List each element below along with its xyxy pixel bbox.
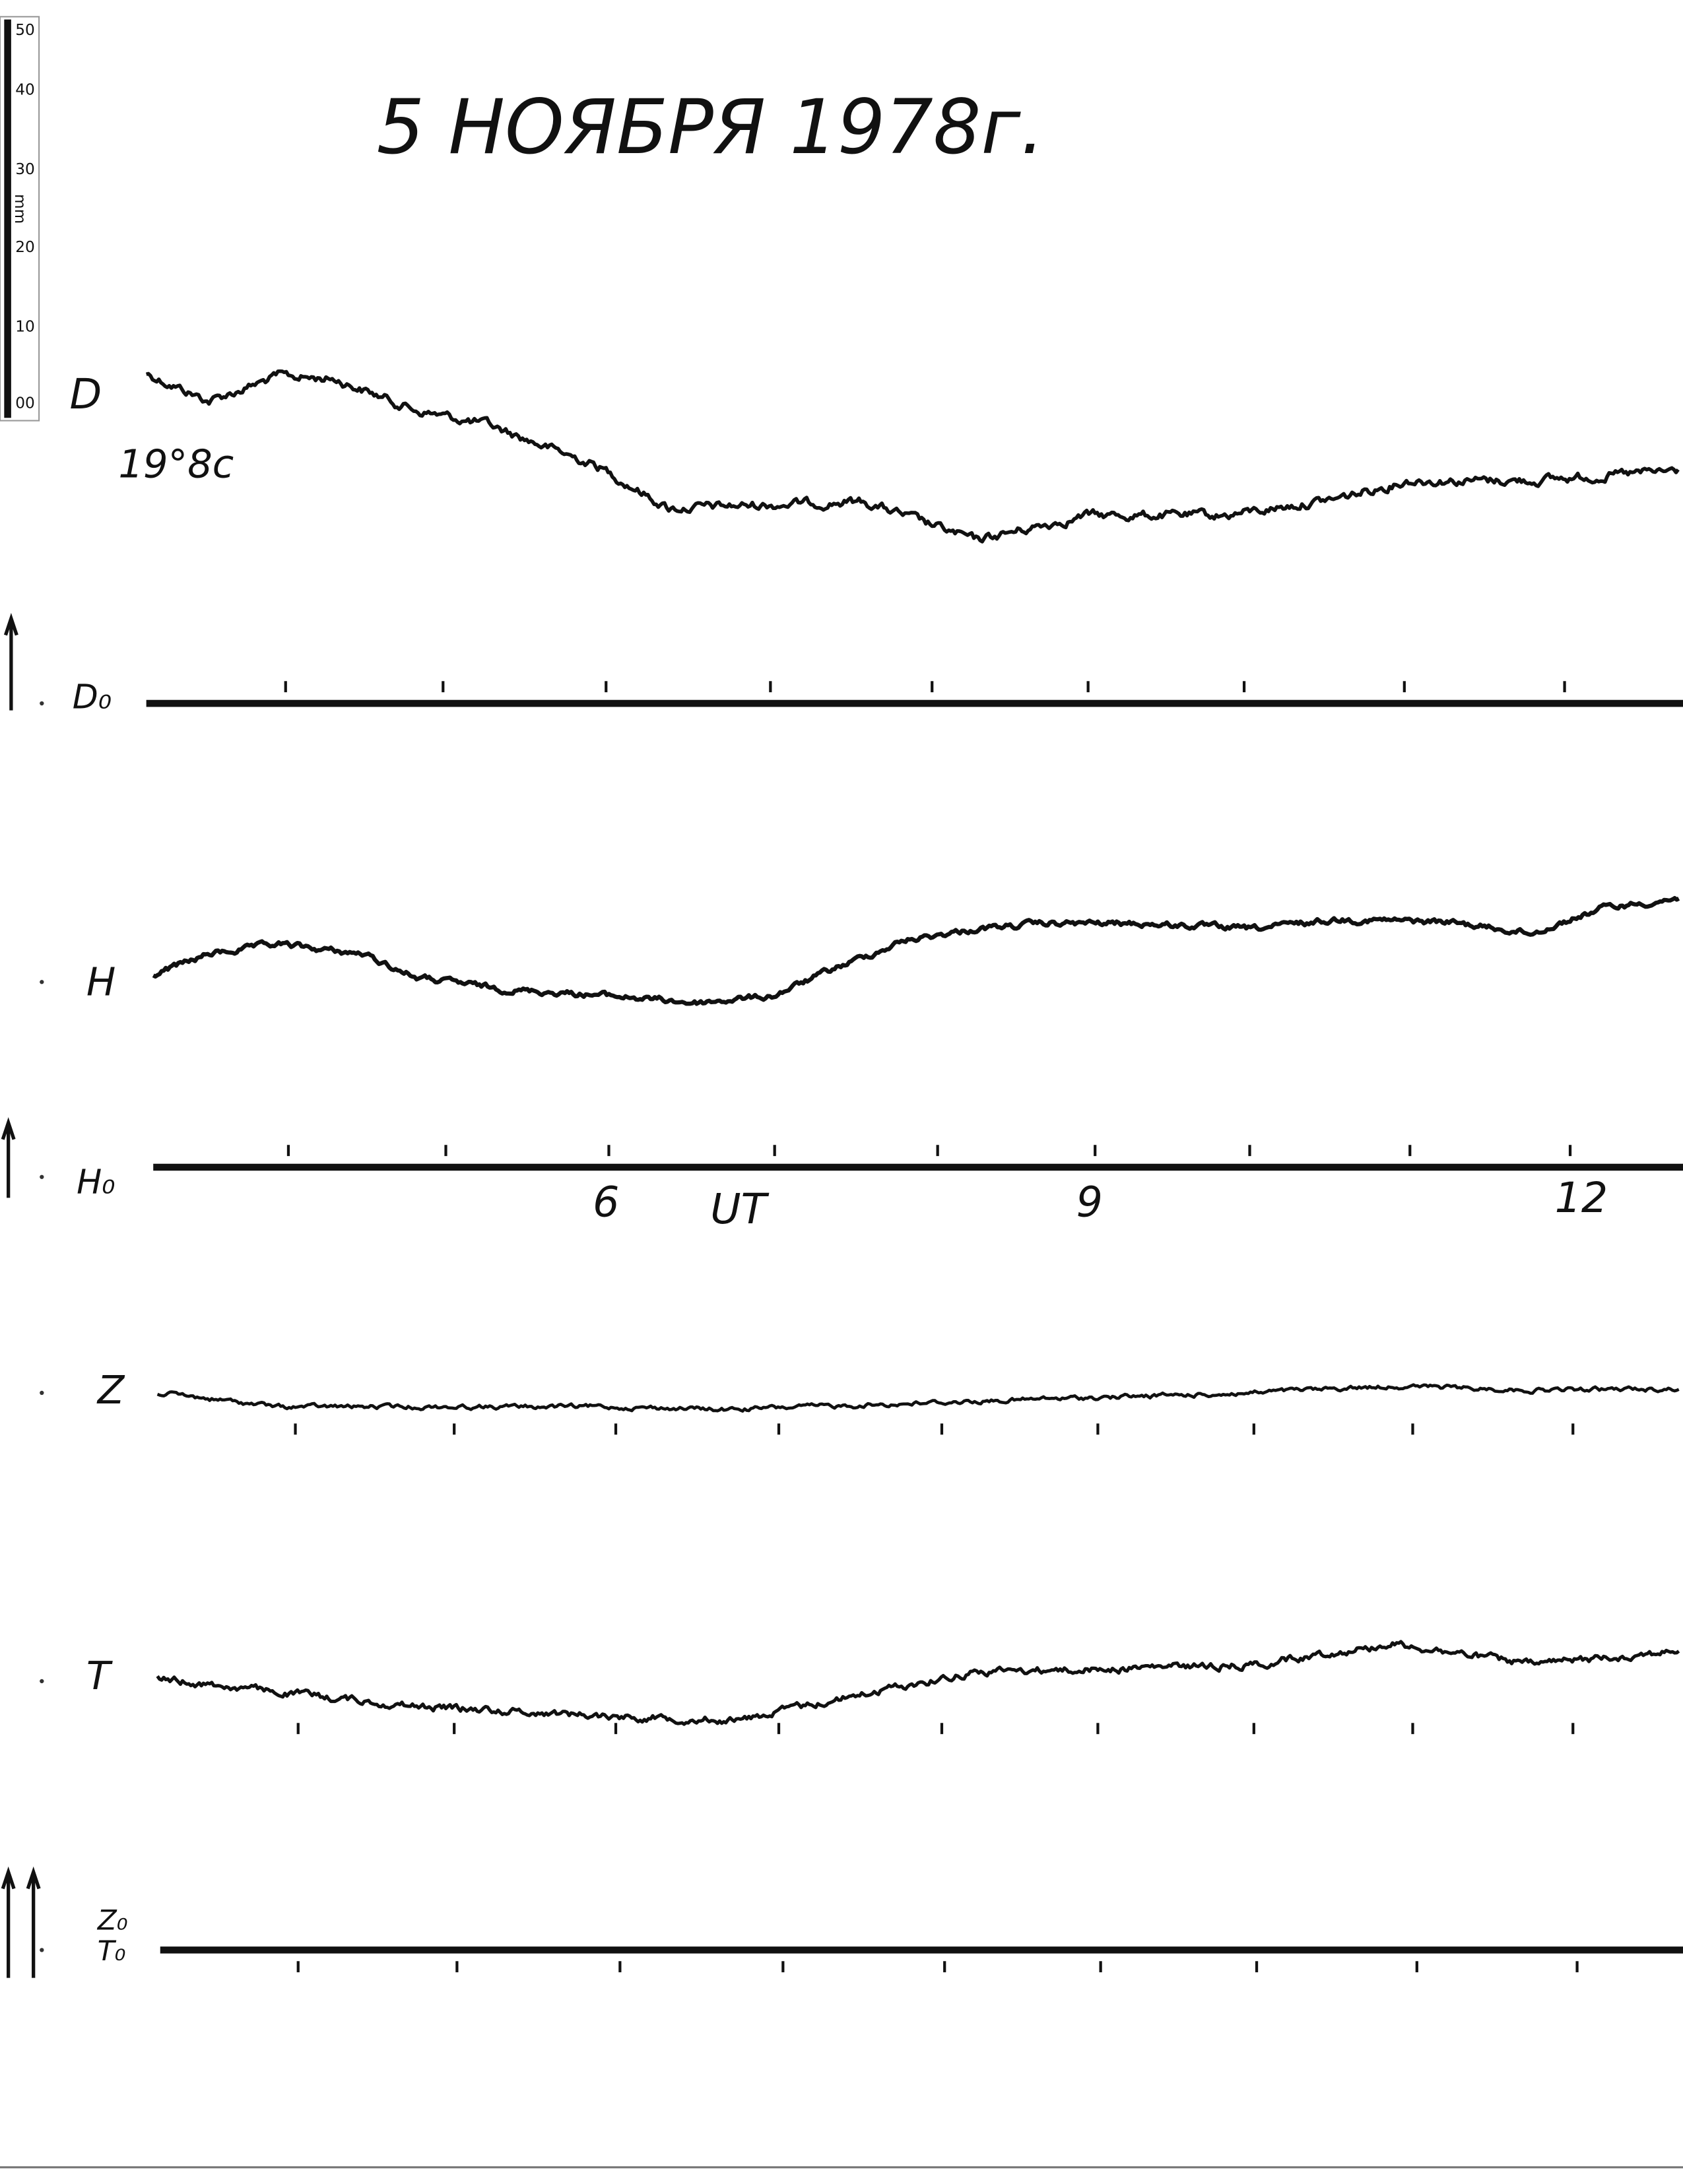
arrow <box>26 1866 41 1978</box>
ruler-label: 40 <box>15 81 35 99</box>
baseline-label: T₀ <box>98 1935 126 1967</box>
time-label: 6 <box>593 1178 619 1227</box>
trace-note: 19°8с <box>118 441 234 486</box>
dot <box>40 1948 44 1952</box>
ruler-label: 20 <box>15 238 35 256</box>
baseline-label: H₀ <box>77 1162 115 1201</box>
dot <box>40 1679 44 1684</box>
dot <box>40 701 44 706</box>
time-unit: UT <box>710 1184 769 1233</box>
ruler-label: 30 <box>15 160 35 178</box>
ruler: 50 40 30 mm 20 10 00 <box>0 16 40 422</box>
ruler-label: 00 <box>15 395 35 412</box>
dot <box>40 1390 44 1396</box>
baseline-label: Z₀ <box>97 1904 128 1937</box>
trace-line <box>145 369 1680 544</box>
trace-label: T <box>86 1653 113 1698</box>
trace-label: Z <box>96 1367 125 1413</box>
arrow <box>1 1866 16 1978</box>
trace-label: D <box>70 369 102 418</box>
ruler-label: 50 <box>15 21 35 39</box>
dot <box>40 980 44 984</box>
trace-line <box>156 1383 1680 1413</box>
ruler-unit: mm <box>11 194 29 224</box>
arrow <box>3 612 18 711</box>
arrows <box>1 612 41 1978</box>
time-label: 12 <box>1555 1173 1608 1222</box>
trace-line <box>152 895 1680 1006</box>
trace-label: H <box>86 959 116 1005</box>
trace-line <box>156 1640 1680 1726</box>
arrow <box>1 1117 16 1198</box>
dots <box>40 701 44 1952</box>
ruler-label: 10 <box>15 318 35 336</box>
time-label: 9 <box>1076 1178 1103 1227</box>
dot <box>40 1174 44 1179</box>
ruler-bar <box>4 19 11 418</box>
title: 5 НОЯБРЯ 1978г. <box>377 83 1045 171</box>
baseline-label: D₀ <box>73 678 112 717</box>
recordings <box>145 369 1683 1973</box>
